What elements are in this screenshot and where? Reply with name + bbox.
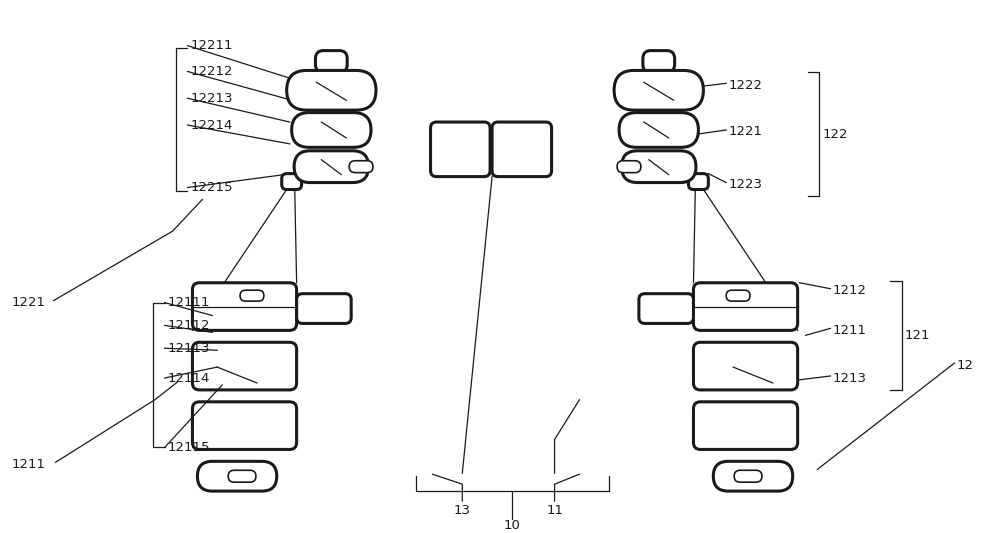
FancyBboxPatch shape [693, 342, 798, 390]
Text: 12111: 12111 [168, 296, 210, 309]
Text: 12: 12 [956, 359, 973, 372]
FancyBboxPatch shape [713, 462, 793, 491]
Text: 12113: 12113 [168, 342, 210, 355]
FancyBboxPatch shape [619, 112, 698, 147]
FancyBboxPatch shape [431, 122, 490, 176]
Text: 10: 10 [503, 519, 520, 532]
Text: 11: 11 [546, 504, 563, 518]
Text: 12114: 12114 [168, 372, 210, 384]
Text: 1223: 1223 [728, 178, 762, 191]
Text: 1211: 1211 [12, 458, 46, 471]
Text: 1221: 1221 [728, 125, 762, 139]
Text: 13: 13 [454, 504, 471, 518]
FancyBboxPatch shape [614, 70, 703, 110]
FancyBboxPatch shape [192, 342, 297, 390]
FancyBboxPatch shape [622, 151, 696, 183]
Text: 12212: 12212 [190, 65, 233, 78]
FancyBboxPatch shape [689, 174, 708, 190]
Text: 12112: 12112 [168, 319, 210, 332]
Text: 1222: 1222 [728, 79, 762, 92]
FancyBboxPatch shape [639, 294, 693, 324]
FancyBboxPatch shape [349, 161, 373, 173]
Text: 122: 122 [822, 128, 848, 141]
Text: 12213: 12213 [190, 92, 233, 104]
Text: 12214: 12214 [190, 118, 233, 132]
Text: 1211: 1211 [832, 324, 866, 337]
FancyBboxPatch shape [734, 470, 762, 482]
Text: 12215: 12215 [190, 181, 233, 194]
FancyBboxPatch shape [643, 51, 675, 72]
FancyBboxPatch shape [315, 51, 347, 72]
Text: 1212: 1212 [832, 284, 866, 297]
FancyBboxPatch shape [287, 70, 376, 110]
FancyBboxPatch shape [492, 122, 552, 176]
FancyBboxPatch shape [228, 470, 256, 482]
FancyBboxPatch shape [617, 161, 641, 173]
FancyBboxPatch shape [292, 112, 371, 147]
Text: 1221: 1221 [12, 296, 46, 309]
Text: 12115: 12115 [168, 441, 210, 454]
FancyBboxPatch shape [693, 283, 798, 330]
FancyBboxPatch shape [240, 290, 264, 301]
FancyBboxPatch shape [192, 283, 297, 330]
Text: 121: 121 [905, 329, 930, 342]
FancyBboxPatch shape [197, 462, 277, 491]
FancyBboxPatch shape [726, 290, 750, 301]
FancyBboxPatch shape [282, 174, 302, 190]
FancyBboxPatch shape [297, 294, 351, 324]
FancyBboxPatch shape [192, 402, 297, 449]
Text: 12211: 12211 [190, 39, 233, 52]
Text: 1213: 1213 [832, 372, 866, 384]
FancyBboxPatch shape [693, 402, 798, 449]
FancyBboxPatch shape [294, 151, 369, 183]
